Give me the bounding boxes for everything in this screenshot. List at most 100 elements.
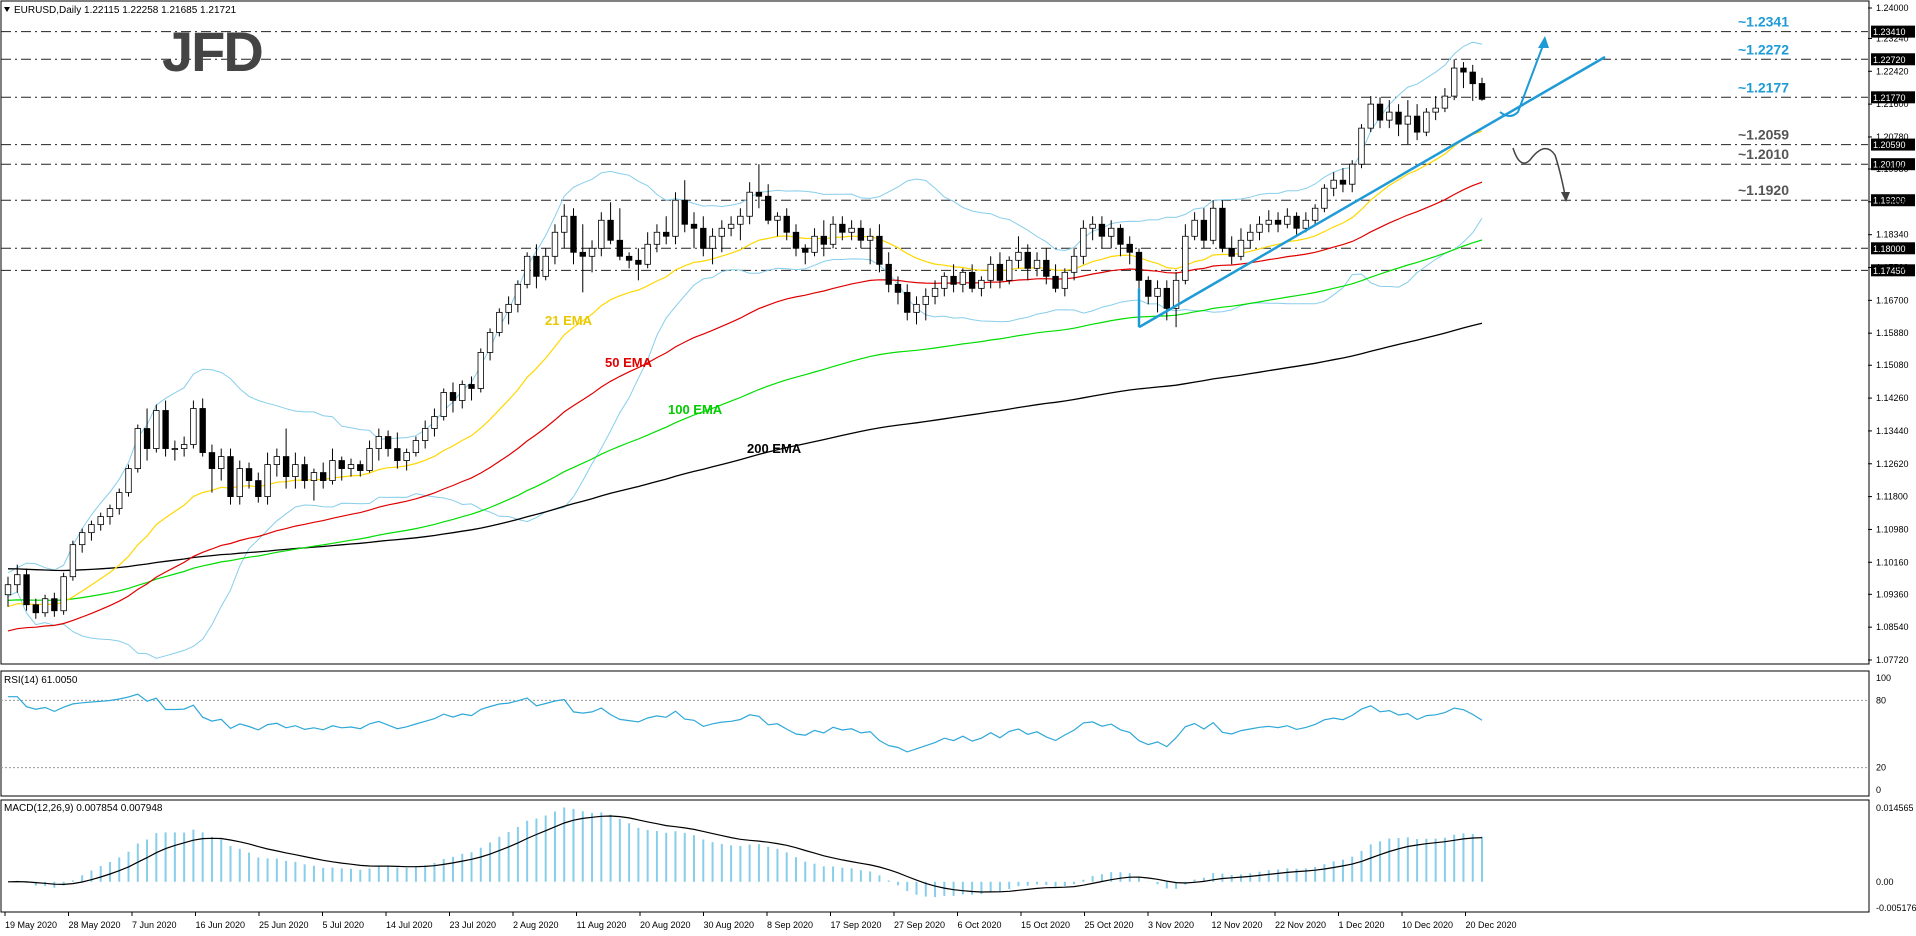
bear-candle <box>143 428 151 449</box>
bear-candle <box>894 283 902 293</box>
bear-candle <box>208 452 216 469</box>
candle <box>598 212 605 257</box>
candle <box>746 182 753 225</box>
candle <box>486 328 494 361</box>
price-axis-label: 1.12620 <box>1876 459 1909 469</box>
bear-candle <box>792 231 800 249</box>
candle <box>1441 88 1449 113</box>
bear-candle <box>700 227 707 249</box>
bear-candle <box>1460 67 1467 73</box>
bear-candle <box>857 227 865 241</box>
candle <box>866 228 874 265</box>
candle <box>227 448 234 505</box>
candle <box>690 212 698 249</box>
bull-candle <box>598 219 605 249</box>
date-axis-label: 25 Oct 2020 <box>1085 920 1134 930</box>
date-axis-label: 8 Sep 2020 <box>767 920 813 930</box>
date-axis-label: 15 Oct 2020 <box>1021 920 1070 930</box>
macd-header: MACD(12,26,9) 0.007854 0.007948 <box>4 803 163 814</box>
candle <box>829 216 837 249</box>
bear-candle <box>1145 279 1152 297</box>
price-axis-label: 1.23240 <box>1876 33 1909 43</box>
collapse-icon[interactable] <box>4 7 10 12</box>
price-axis-label: 1.17520 <box>1876 263 1909 273</box>
candle <box>1015 236 1022 269</box>
bull-candle <box>218 456 225 469</box>
candle <box>1265 210 1272 233</box>
bull-candle <box>1367 103 1374 129</box>
bear-candle <box>23 574 30 606</box>
level-axis-tag <box>1871 194 1915 207</box>
macd-axis-label: 0.00 <box>1876 877 1894 887</box>
ema200-label: 200 EMA <box>747 441 802 456</box>
candle <box>514 280 522 313</box>
date-axis-label: 23 Jul 2020 <box>450 920 497 930</box>
price-axis-label: 1.19980 <box>1876 164 1909 174</box>
candle <box>1219 200 1226 253</box>
candle <box>282 428 290 489</box>
candle <box>894 276 902 305</box>
candle <box>78 528 86 553</box>
bull-candle <box>236 468 243 497</box>
price-axis-label: 1.11800 <box>1876 492 1908 502</box>
candle <box>1108 220 1115 249</box>
candle <box>533 244 540 289</box>
price-axis-label: 1.15880 <box>1876 328 1909 338</box>
bull-candle <box>1080 227 1087 257</box>
price-axis-label: 1.24000 <box>1876 3 1909 13</box>
candle <box>996 252 1004 289</box>
candle <box>1311 204 1319 225</box>
bear-candle <box>1293 215 1300 229</box>
date-axis-label: 17 Sep 2020 <box>831 920 882 930</box>
candle <box>1061 268 1069 297</box>
bull-candle <box>459 384 466 401</box>
ema-lines <box>7 130 1483 632</box>
candle <box>922 288 929 321</box>
bull-candle <box>1349 163 1356 185</box>
candle <box>885 252 892 293</box>
bull-candle <box>106 508 114 518</box>
bear-candle <box>449 392 457 401</box>
level-axis-tag-text: 1.23410 <box>1873 27 1906 37</box>
candle <box>1006 256 1013 285</box>
level-axis-tag-text: 1.20590 <box>1873 140 1906 150</box>
bull-candle <box>829 223 837 245</box>
ema100-label: 100 EMA <box>668 402 723 417</box>
macd-axis-label: -0.005176 <box>1876 903 1916 913</box>
candle <box>236 460 243 505</box>
candle <box>1395 104 1402 137</box>
bull-candle <box>941 275 948 289</box>
candle <box>1451 59 1458 101</box>
price-axis-label: 1.15080 <box>1876 360 1909 370</box>
date-axis-label: 10 Dec 2020 <box>1402 920 1453 930</box>
candle <box>755 164 763 209</box>
level-axis-tag-text: 1.22720 <box>1873 55 1906 65</box>
bear-candle <box>199 408 206 453</box>
level-axis-tag <box>1871 158 1915 171</box>
candle <box>1145 276 1152 305</box>
bull-candle <box>978 279 985 289</box>
bull-candle <box>496 311 503 333</box>
candle <box>23 568 30 611</box>
bull-candle <box>1284 215 1291 225</box>
bull-candle <box>931 287 939 297</box>
candle <box>468 376 475 401</box>
candle <box>505 296 512 325</box>
candle <box>60 572 67 615</box>
level-axis-tag <box>1871 242 1915 255</box>
bear-candle <box>783 215 790 233</box>
bear-candle <box>839 223 846 233</box>
bull-candle <box>1061 271 1069 289</box>
price-axis-label: 1.13440 <box>1876 426 1909 436</box>
bull-candle <box>542 255 549 277</box>
bear-candle <box>663 231 670 237</box>
candle <box>394 432 401 469</box>
candlesticks <box>4 59 1486 619</box>
candle <box>792 224 800 257</box>
price-axis-label: 1.08540 <box>1876 622 1909 632</box>
bear-candle <box>533 255 540 277</box>
level-label: ~1.2272 <box>1738 41 1789 57</box>
bear-candle <box>245 468 253 481</box>
bear-candle <box>1135 251 1143 281</box>
candle <box>783 208 790 241</box>
